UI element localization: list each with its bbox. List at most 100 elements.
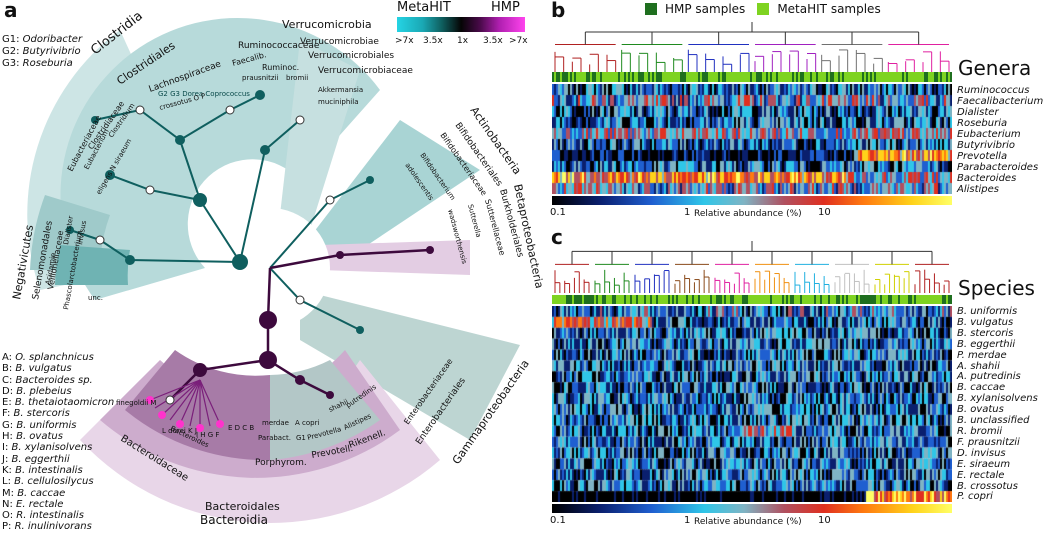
dorei-label: L dorei K J: [162, 427, 197, 435]
sample-tick: [874, 295, 876, 304]
sample-tick: [638, 295, 640, 304]
sample-tick: [758, 295, 760, 304]
sample-tick: [696, 72, 698, 82]
sample-tick: [920, 72, 922, 82]
sample-tick: [716, 72, 718, 82]
sample-tick: [904, 72, 906, 82]
muciniphila-label: muciniphila: [318, 98, 359, 106]
sample-tick: [856, 295, 858, 304]
sample-tick: [800, 295, 802, 304]
sample-tick: [732, 72, 734, 82]
sample-tick: [940, 72, 942, 82]
sample-tick: [572, 295, 574, 304]
sample-tick: [738, 72, 740, 82]
scale-tick: 0.1: [550, 207, 566, 218]
sample-tick: [894, 72, 896, 82]
actinobacteria-label: Actinobacteria: [468, 104, 524, 177]
sample-tick: [934, 295, 936, 304]
sample-tick: [796, 72, 798, 82]
sample-tick: [880, 295, 882, 304]
sample-tick: [692, 295, 694, 304]
sample-tick: [906, 72, 908, 82]
sample-tick: [682, 72, 684, 82]
sample-tick: [802, 72, 804, 82]
sample-tick: [622, 295, 624, 304]
sample-tick: [654, 72, 656, 82]
species-row-label: B. ovatus: [957, 404, 1004, 416]
sample-tick: [840, 72, 842, 82]
sample-legend: HMP samples MetaHIT samples: [645, 2, 881, 16]
sample-tick: [898, 295, 900, 304]
sample-tick: [602, 72, 604, 82]
sample-tick: [670, 72, 672, 82]
sample-tick: [604, 295, 606, 304]
genus-key: G1: Odoribacter G2: Butyrivibrio G3: Ros…: [2, 34, 82, 70]
akkermansia-label: Akkermansia: [318, 86, 363, 94]
sample-tick: [618, 295, 620, 304]
species-row-label: B. caccae: [957, 382, 1006, 394]
species-key-row: E: B. thetaiotaomicron: [2, 397, 115, 409]
sample-tick: [700, 295, 702, 304]
sample-tick: [768, 72, 770, 82]
sample-tick: [950, 72, 952, 82]
sample-tick: [706, 295, 708, 304]
sample-tick: [916, 295, 918, 304]
tick-label: 3.5x: [483, 36, 503, 46]
sample-tick: [758, 72, 760, 82]
sample-tick: [610, 295, 612, 304]
sample-tick: [932, 72, 934, 82]
sample-tick: [720, 295, 722, 304]
sample-tick: [912, 295, 914, 304]
sample-tick: [730, 72, 732, 82]
sample-tick: [576, 72, 578, 82]
dorea-label: G2 G3 Dorea Coprococcus: [158, 90, 250, 98]
sample-tick: [750, 72, 752, 82]
sample-tick: [778, 295, 780, 304]
sample-tick: [796, 295, 798, 304]
sample-tick: [898, 72, 900, 82]
sample-tick: [768, 295, 770, 304]
sample-tick: [724, 72, 726, 82]
sample-tick: [746, 72, 748, 82]
sample-tick: [890, 295, 892, 304]
sample-tick: [584, 72, 586, 82]
sample-tick: [562, 295, 564, 304]
species-row-label: B. unclassified: [957, 415, 1030, 427]
genera-scale-bar: [552, 196, 952, 205]
sample-tick: [702, 295, 704, 304]
species-sample-bar: [552, 295, 952, 304]
sample-tick: [582, 295, 584, 304]
sample-tick: [792, 72, 794, 82]
sample-tick: [672, 72, 674, 82]
sample-tick: [734, 295, 736, 304]
sample-tick: [858, 72, 860, 82]
sample-tick: [712, 72, 714, 82]
genera-row-label: Bacteroides: [957, 173, 1017, 184]
bacteroidia-label: Bacteroidia: [200, 513, 268, 527]
sample-tick: [804, 295, 806, 304]
taxonomic-tree: Clostridia Clostridiales Lachnospiraceae…: [10, 9, 546, 527]
sample-tick: [554, 72, 556, 82]
sample-tick: [644, 295, 646, 304]
enrichment-color-bar: [397, 17, 525, 32]
sample-tick: [824, 72, 826, 82]
sample-tick: [642, 72, 644, 82]
sample-tick: [886, 72, 888, 82]
sample-tick: [718, 72, 720, 82]
species-key-row: A: O. splanchnicus: [2, 352, 94, 363]
sample-tick: [830, 295, 832, 304]
sample-tick: [744, 72, 746, 82]
sample-tick: [896, 295, 898, 304]
sample-tick: [676, 295, 678, 304]
sample-tick: [754, 72, 756, 82]
sample-tick: [682, 295, 684, 304]
sample-tick: [668, 72, 670, 82]
panel-b-label: b: [551, 0, 566, 22]
species-row-label: R. bromii: [957, 425, 1003, 437]
sample-tick: [860, 295, 862, 304]
sample-tick: [684, 72, 686, 82]
sample-tick: [818, 295, 820, 304]
sample-tick: [710, 72, 712, 82]
sample-tick: [750, 295, 752, 304]
sample-tick: [892, 72, 894, 82]
